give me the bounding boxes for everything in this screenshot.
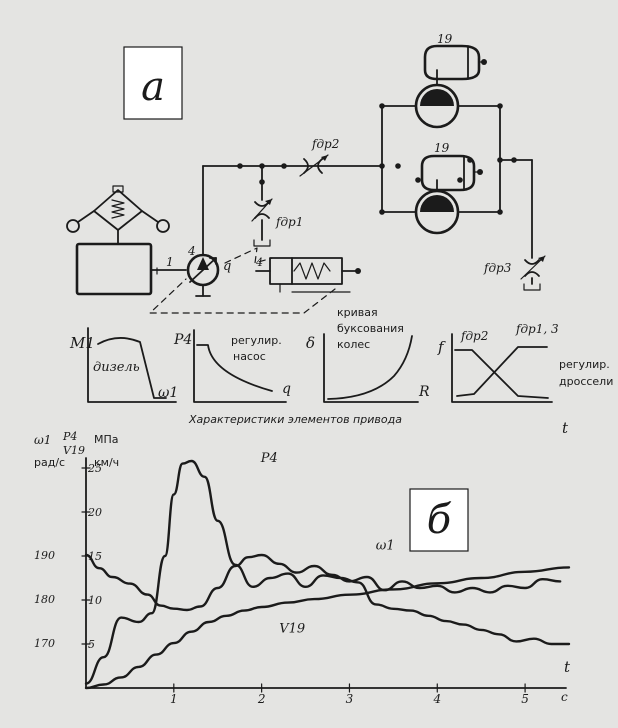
throttle-text-line1: регулир. [559,358,610,371]
x-tick-label: 1 [170,692,178,706]
motor-circuits: fдр3 [379,103,546,291]
diesel-engine: 1 [66,185,187,296]
pressure-p4-label: P4 [260,451,278,466]
characteristics-caption: Характеристики элементов привода [188,413,402,426]
pressure-tick-label: 5 [88,638,95,651]
throttle-text-line2: дроссели [559,375,613,388]
pressure-p4-curve [84,459,571,685]
motor-bottom-ref: 19 [434,141,450,155]
x-ticks: 1 2 3 4 5 [170,683,529,706]
velocity-v19-label: V19 [279,621,305,636]
x-tick-label: 4 [432,692,441,706]
pump-ref: 4 [187,244,196,258]
pressure-tick-label: 25 [87,462,102,475]
throttle-curve2-label: fдр1, 3 [515,322,559,336]
omega-tick-label: 180 [34,593,55,606]
x-axis-unit: с [561,690,568,704]
motor-top-ref: 19 [437,32,453,46]
x-axis-label: t [564,658,571,676]
x-tick-label: 3 [346,692,354,706]
throttle-characteristic: f fдр2 fдр1, 3 регулир. дроссели [437,322,613,403]
throttle-y-label: f [437,338,446,356]
omega-tick-label: 190 [34,549,55,562]
x-tick-label: 2 [257,692,266,706]
velocity-v19-curve [84,566,571,690]
throttle-2-label: fдр2 [311,137,339,151]
omega-axis-header: ω1 [34,433,51,447]
omega-unit: рад/с [34,456,65,469]
pump-symbol: q [223,259,231,274]
pressure-unit: МПа [94,433,119,446]
diesel-characteristic: M1 ω1 дизель [69,327,178,403]
diesel-y-label: M1 [69,334,95,352]
x-tick-label: 5 [521,692,529,706]
characteristics-strip: M1 ω1 дизель P4 q регулир. насос δ R кри… [69,306,613,437]
diesel-ref: 1 [166,255,174,269]
diesel-text: дизель [93,360,140,375]
series-layer: P4 ω1 V19 [84,451,571,690]
slip-x-label: R [418,384,430,400]
pump-text-line1: регулир. [231,334,282,347]
slip-characteristic: δ R кривая буксования колес [306,306,430,403]
omega-tick-label: 170 [34,637,55,650]
pump-regulator: 4 [149,247,361,314]
slip-text-line1: кривая [337,306,378,319]
pump-x-label: q [282,381,291,397]
p4-axis-header: P4 [62,430,77,443]
diesel-x-label: ω1 [158,385,178,401]
hydraulic-motor-top: 19 [414,32,487,129]
panel-a-label-box [123,46,183,120]
variable-pump: 4 q [186,244,231,297]
v19-axis-header: V19 [63,444,85,457]
panel-b-label: б [427,497,452,543]
pump-text-line2: насос [233,350,266,363]
hydraulic-motor-bottom: 19 [414,141,483,235]
throttle-3-label: fдр3 [483,261,512,275]
pump-characteristic: P4 q регулир. насос [173,329,291,403]
pressure-tick-label: 20 [87,506,102,519]
slip-text-line3: колес [337,338,370,351]
panel-b-label-box [409,488,469,552]
pressure-tick-label: 10 [88,594,102,607]
omega1-curve [84,553,562,612]
omega1-label: ω1 [376,539,395,554]
throttle-1-label: fдр1 [275,215,303,229]
slip-text-line2: буксования [337,322,404,335]
speed-unit: км/ч [94,456,119,469]
panel-a-label: а [141,64,165,110]
hydraulic-lines: fдр1 fдр2 [202,137,385,256]
omega-ticks: 170 180 190 [34,549,55,650]
pump-y-label: P4 [173,332,192,348]
panel-a: а 1 4 q [66,32,546,314]
throttle-curve1-label: fдр2 [460,329,488,343]
regulator-ref: 4 [255,256,263,269]
characteristics-t-label: t [562,419,569,437]
slip-y-label: δ [306,334,315,352]
